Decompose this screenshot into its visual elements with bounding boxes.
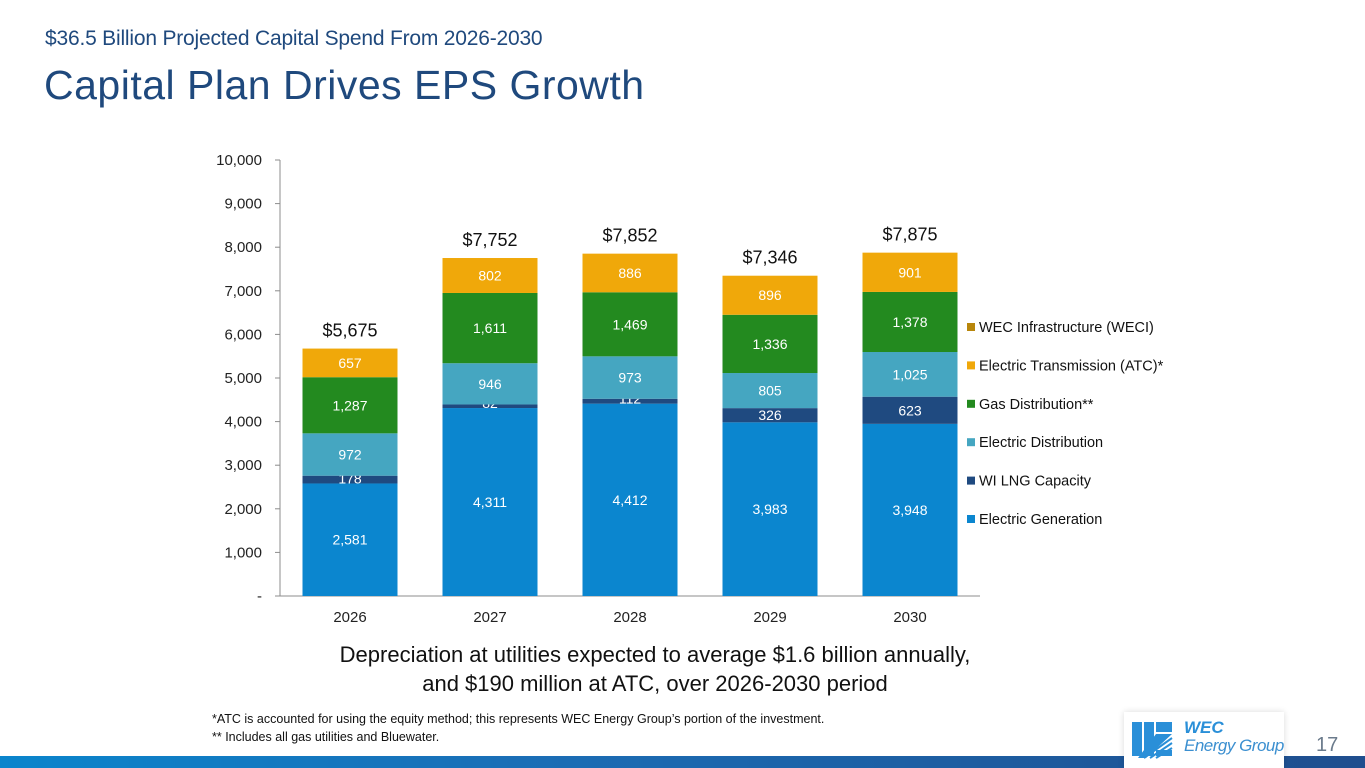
bar-data-label: 1,287 xyxy=(332,397,367,413)
bar-segment-wi-lng-capacity xyxy=(582,398,678,404)
page-number: 17 xyxy=(1316,734,1339,756)
bar-segment-electric-transmission-atc xyxy=(722,275,818,315)
capital-spend-chart: - 1,000 2,000 3,000 4,000 5,000 6,000 7,000 8,00… xyxy=(216,152,1164,626)
wec-logo-icon xyxy=(1132,722,1173,759)
logo-wordmark-wec: WEC xyxy=(1184,718,1224,737)
x-tick-label: 2029 xyxy=(753,609,786,626)
legend-label: Electric Distribution xyxy=(979,435,1103,451)
bar-data-label: 1,336 xyxy=(752,336,787,352)
bar-data-label: - xyxy=(348,338,353,354)
bar-data-label: 1,378 xyxy=(892,314,927,330)
bar-data-label: 1,025 xyxy=(892,366,927,382)
slide-title: Capital Plan Drives EPS Growth xyxy=(44,62,645,108)
bar-data-label: 1,611 xyxy=(473,320,507,336)
bar-data-label: 326 xyxy=(758,407,782,423)
bar-segment-wi-lng-capacity xyxy=(862,396,958,424)
bar-data-label: 2,581 xyxy=(332,532,367,548)
bar-total-label: $7,852 xyxy=(602,226,657,246)
bar-data-label: 3,948 xyxy=(892,502,927,518)
y-tick-label: 1,000 xyxy=(224,544,262,561)
footnote-gas: ** Includes all gas utilities and Bluewa… xyxy=(212,730,440,744)
bar-segment-electric-generation xyxy=(442,408,538,596)
bar-data-label: 3,983 xyxy=(752,501,787,517)
bar-data-label: 972 xyxy=(338,447,362,463)
legend-label: WI LNG Capacity xyxy=(979,474,1092,490)
x-tick-label: 2030 xyxy=(893,609,926,626)
footnote-atc: *ATC is accounted for using the equity m… xyxy=(212,712,825,726)
bar-total-label: $7,752 xyxy=(462,230,517,250)
legend-swatch xyxy=(967,476,975,485)
bar-segment-electric-transmission-atc xyxy=(862,252,958,292)
bar-segment-gas-distribution xyxy=(302,377,398,434)
bar-segment-electric-distribution xyxy=(442,363,538,405)
y-tick-label: - xyxy=(257,588,262,605)
bar-segment-gas-distribution xyxy=(582,292,678,357)
bar-total-label: $7,346 xyxy=(742,248,797,268)
bar-data-label: 623 xyxy=(898,402,922,418)
y-tick-label: 4,000 xyxy=(224,414,262,431)
legend-label: Electric Transmission (ATC)* xyxy=(979,358,1164,374)
bar-data-label: 973 xyxy=(618,370,642,386)
slide-subtitle: $36.5 Billion Projected Capital Spend Fr… xyxy=(45,27,543,50)
bar-data-label: 946 xyxy=(478,376,502,392)
bar-segment-wi-lng-capacity xyxy=(722,408,818,423)
bar-segment-electric-distribution xyxy=(862,352,958,397)
bar-segment-gas-distribution xyxy=(862,291,958,353)
bar-total-label: $5,675 xyxy=(322,321,377,341)
y-tick-label: 10,000 xyxy=(216,152,262,169)
legend-label: Gas Distribution** xyxy=(979,397,1094,413)
footer-bar xyxy=(0,756,1365,768)
logo-wordmark-energy-group: Energy Group xyxy=(1184,736,1284,755)
y-tick-label: 6,000 xyxy=(224,326,262,343)
depreciation-note-line-2: and $190 million at ATC, over 2026-2030 … xyxy=(422,671,888,696)
legend-label: Electric Generation xyxy=(979,512,1102,528)
bar-data-label: 802 xyxy=(478,267,502,283)
bar-segment-electric-distribution xyxy=(302,433,398,476)
bar-data-label: 805 xyxy=(758,383,782,399)
bar-data-label: 4,311 xyxy=(473,494,507,510)
legend-swatch xyxy=(967,438,975,447)
bar-segment-electric-transmission-atc xyxy=(302,348,398,378)
bar-data-label: 896 xyxy=(758,287,782,303)
x-tick-label: 2027 xyxy=(473,609,506,626)
y-tick-label: 2,000 xyxy=(224,501,262,518)
bar-segment-electric-generation xyxy=(302,483,398,596)
depreciation-note-line-1: Depreciation at utilities expected to av… xyxy=(339,642,971,667)
bar-data-label: 1,469 xyxy=(612,316,647,332)
bar-segment-electric-generation xyxy=(582,403,678,596)
legend-swatch xyxy=(967,323,975,331)
bar-segment-electric-generation xyxy=(722,422,818,596)
bar-segment-wi-lng-capacity xyxy=(442,404,538,409)
bar-data-label: 901 xyxy=(898,264,922,280)
y-tick-label: 3,000 xyxy=(224,457,262,474)
bar-segment-electric-generation xyxy=(862,423,958,596)
legend-swatch xyxy=(967,361,975,370)
y-tick-label: 7,000 xyxy=(224,283,262,300)
bar-segment-gas-distribution xyxy=(722,314,818,374)
bar-total-label: $7,875 xyxy=(882,225,937,245)
y-tick-label: 9,000 xyxy=(224,196,262,213)
legend-label: WEC Infrastructure (WECI) xyxy=(979,320,1154,336)
wec-logo: WEC Energy Group xyxy=(1124,712,1284,768)
bar-segment-electric-distribution xyxy=(582,356,678,399)
bar-segment-electric-transmission-atc xyxy=(582,253,678,293)
y-tick-label: 8,000 xyxy=(224,239,262,256)
bar-data-label: 886 xyxy=(618,265,642,281)
bar-segment-gas-distribution xyxy=(442,292,538,364)
bar-segment-wi-lng-capacity xyxy=(302,475,398,484)
bar-segment-electric-distribution xyxy=(722,373,818,409)
bar-data-label: 4,412 xyxy=(612,492,647,508)
bar-data-label: 657 xyxy=(338,355,362,371)
y-tick-label: 5,000 xyxy=(224,370,262,387)
legend-swatch xyxy=(967,515,975,523)
bar-segment-electric-transmission-atc xyxy=(442,258,538,293)
x-tick-label: 2026 xyxy=(333,609,366,626)
legend-swatch xyxy=(967,399,975,408)
x-tick-label: 2028 xyxy=(613,609,646,626)
